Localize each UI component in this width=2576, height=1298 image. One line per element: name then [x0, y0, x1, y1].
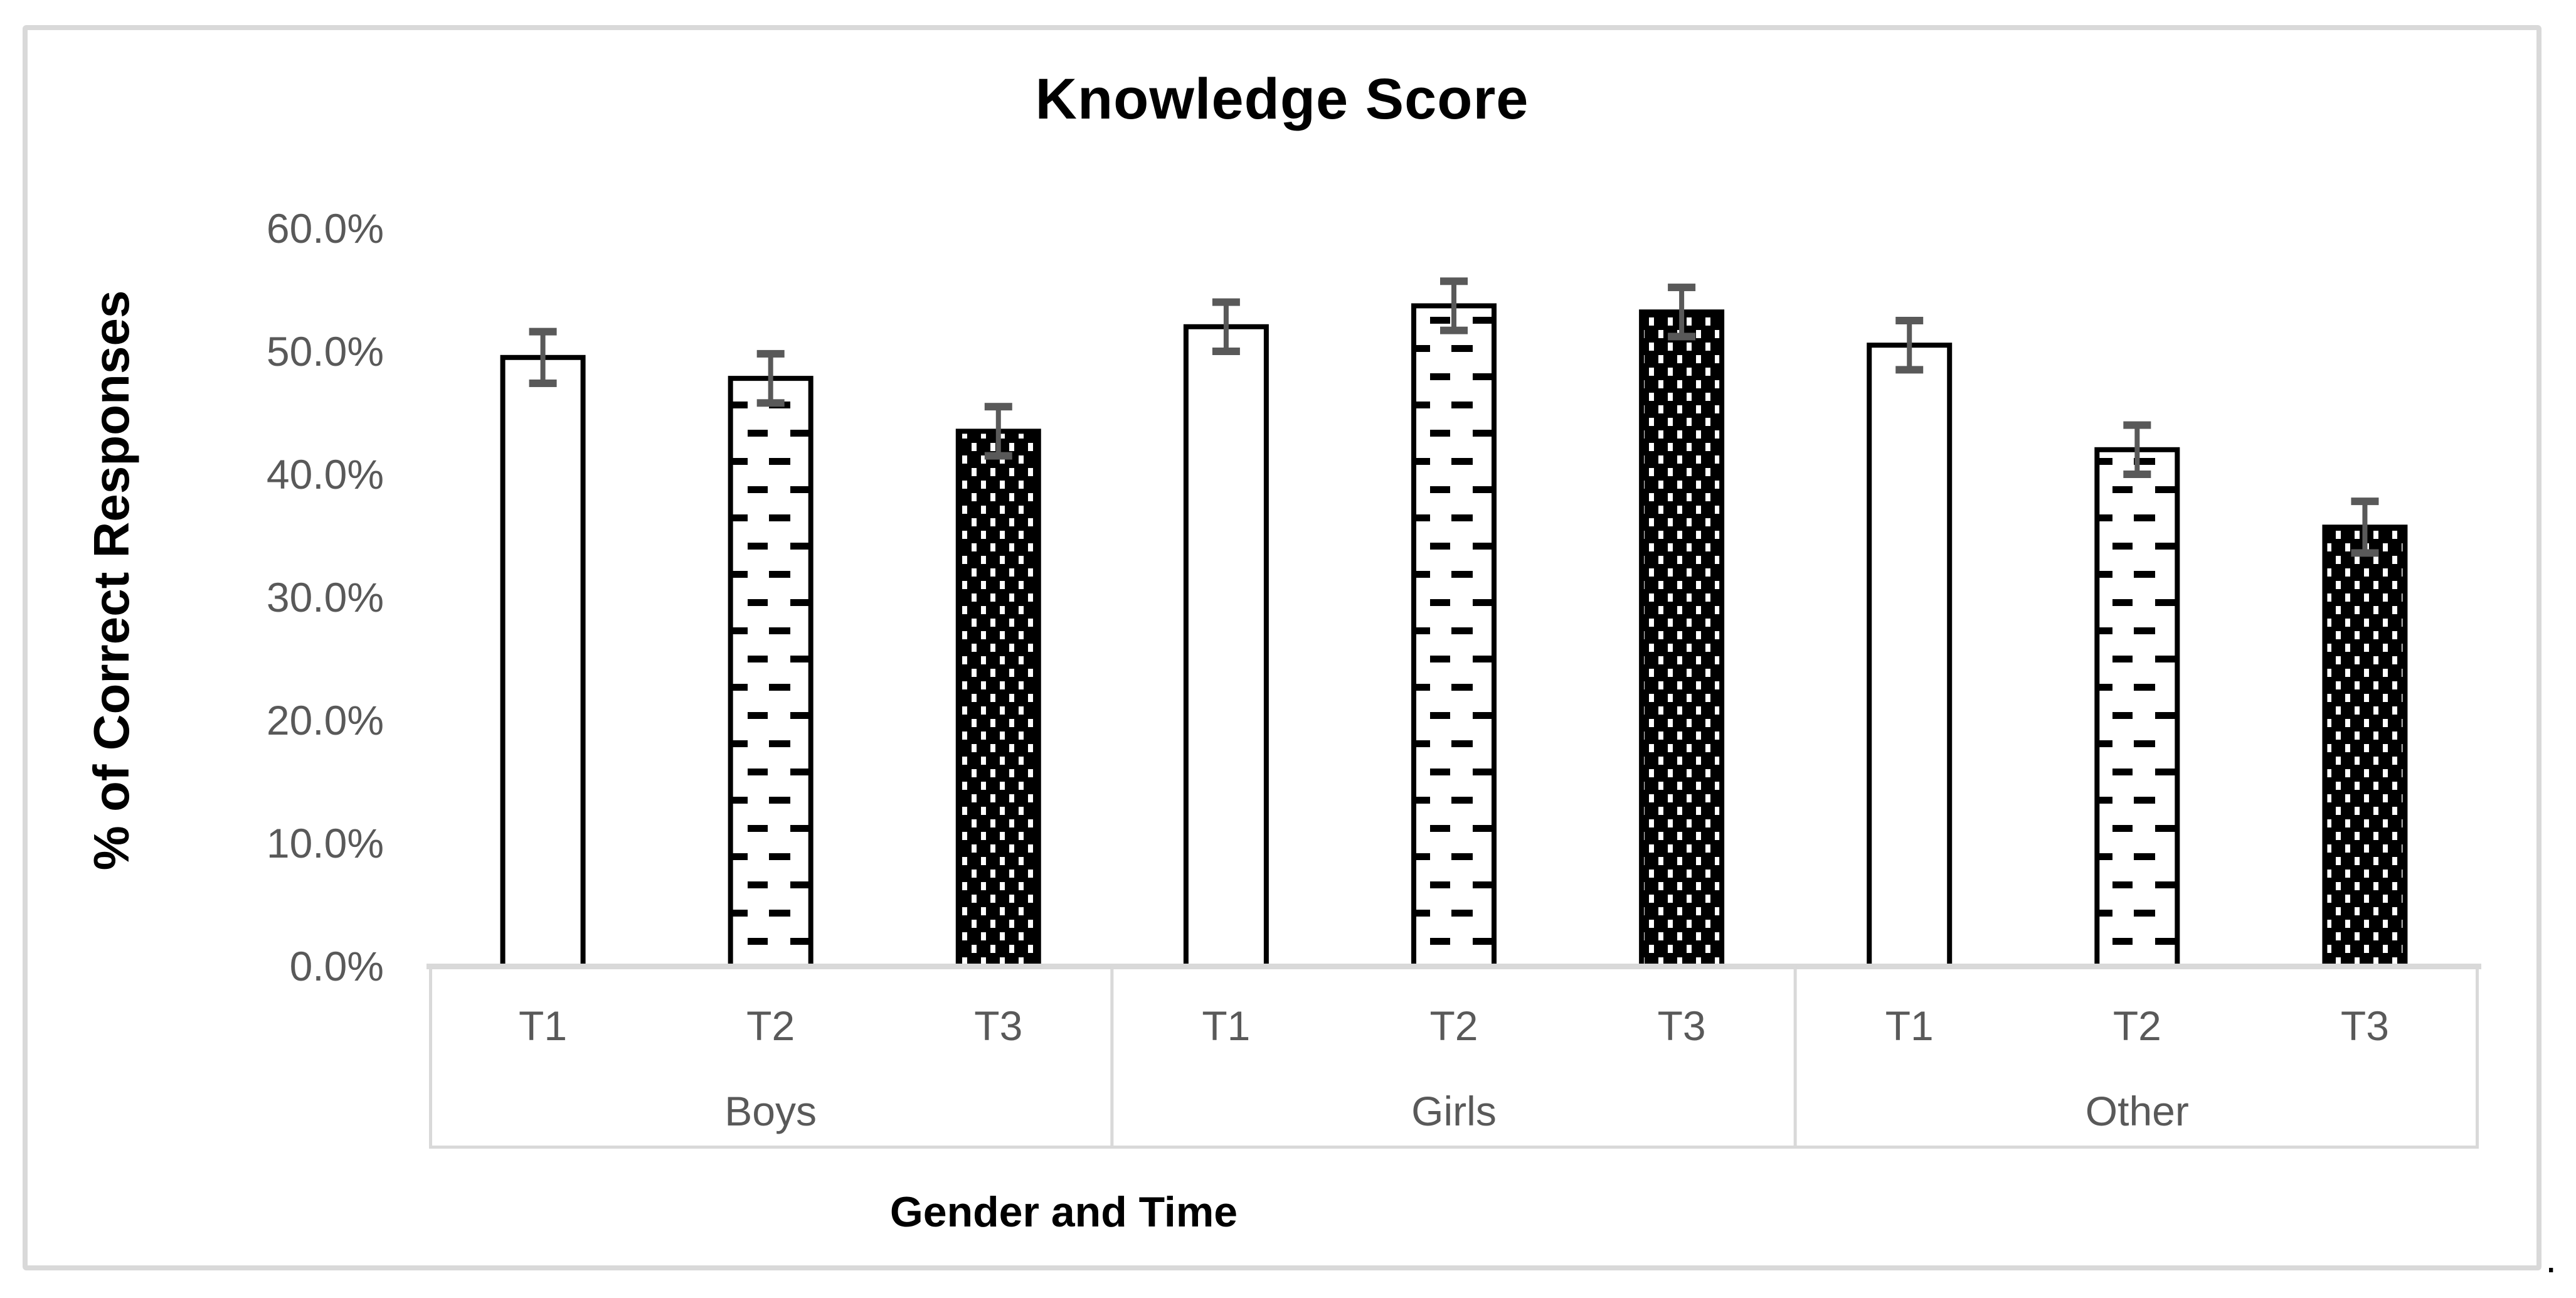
tick-label-boys-t2: T2 [746, 1003, 795, 1049]
error-bar-girls-t2 [1440, 277, 1468, 334]
group-label-boys: Boys [724, 1088, 817, 1134]
tick-label-girls-t3: T3 [1657, 1003, 1706, 1049]
bar-girls-t3 [1639, 309, 1725, 969]
x-axis-title: Gender and Time [889, 1188, 1238, 1236]
error-bar-boys-t1 [529, 327, 557, 387]
axis-box-left [429, 966, 432, 1148]
tick-label-boys-t3: T3 [974, 1003, 1023, 1049]
y-tick-label-50: 50.0% [266, 328, 384, 375]
bar-boys-t2 [728, 376, 814, 969]
error-bar-other-t2 [2123, 421, 2151, 478]
y-axis-title-text: % of Correct Responses [83, 290, 139, 871]
error-bar-girls-t3 [1668, 284, 1696, 341]
bar-other-t2 [2094, 447, 2180, 969]
y-tick-label-40: 40.0% [266, 451, 384, 497]
error-bar-boys-t2 [756, 349, 785, 407]
y-tick-label-0: 0.0% [289, 943, 384, 989]
stray-period-text: . [2545, 1235, 2557, 1281]
error-bar-boys-t3 [984, 403, 1012, 460]
axis-box-bottom [429, 1146, 2479, 1149]
y-tick-label-30: 30.0% [266, 574, 384, 620]
bar-other-t3 [2322, 524, 2408, 969]
y-tick-label-60: 60.0% [266, 205, 384, 252]
bar-girls-t1 [1183, 324, 1269, 969]
tick-label-other-t1: T1 [1885, 1003, 1934, 1049]
bar-boys-t3 [955, 428, 1041, 969]
error-bar-girls-t1 [1212, 298, 1240, 355]
chart-title: Knowledge Score [1035, 67, 1529, 131]
axis-box-divider-2 [1793, 966, 1797, 1148]
bar-boys-t1 [500, 354, 586, 969]
bar-girls-t2 [1411, 303, 1497, 969]
axis-box-right [2476, 966, 2479, 1148]
tick-label-boys-t1: T1 [519, 1003, 568, 1049]
tick-label-other-t2: T2 [2112, 1003, 2161, 1049]
bar-other-t1 [1867, 343, 1953, 969]
y-tick-label-10: 10.0% [266, 820, 384, 866]
axis-box-divider-1 [1110, 966, 1114, 1148]
tick-label-other-t3: T3 [2340, 1003, 2389, 1049]
group-label-other: Other [2085, 1088, 2189, 1134]
axis-lines-layer [427, 964, 2481, 1149]
x-axis-baseline [427, 964, 2481, 969]
error-bar-other-t1 [1895, 317, 1924, 374]
group-label-girls: Girls [1411, 1088, 1497, 1134]
tick-label-girls-t1: T1 [1202, 1003, 1251, 1049]
error-bars-layer [529, 277, 2379, 557]
bars-layer [500, 303, 2408, 969]
y-tick-label-20: 20.0% [266, 697, 384, 743]
error-bar-other-t3 [2351, 497, 2379, 557]
tick-label-girls-t2: T2 [1429, 1003, 1478, 1049]
